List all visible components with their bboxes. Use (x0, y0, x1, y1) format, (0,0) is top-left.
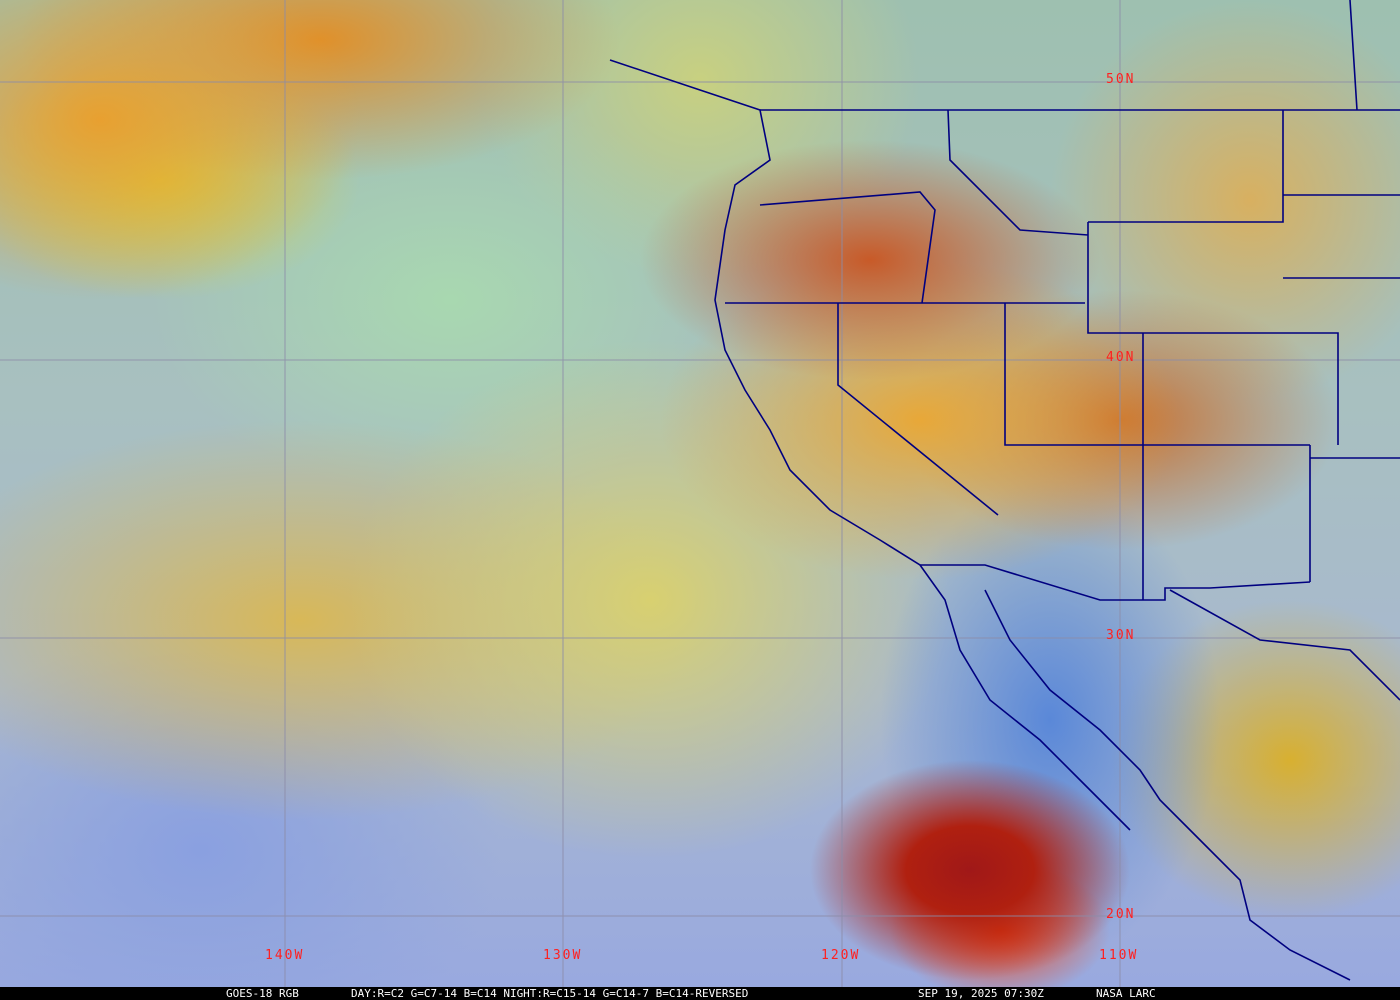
rgb-recipe: DAY:R=C2 G=C7-14 B=C14 NIGHT:R=C15-14 G=… (351, 987, 749, 1000)
longitude-label-120w: 120W (821, 948, 861, 963)
longitude-label-140w: 140W (265, 948, 305, 963)
us-mexico-border (920, 564, 1311, 601)
credit: NASA LARC (1096, 987, 1156, 1000)
latitude-label-20n: 20N (1106, 907, 1136, 922)
caption-bar: GOES-18 RGB DAY:R=C2 G=C7-14 B=C14 NIGHT… (0, 987, 1400, 1000)
timestamp: SEP 19, 2025 07:30Z (918, 987, 1044, 1000)
longitude-label-110w: 110W (1099, 948, 1139, 963)
state-borders (725, 0, 1400, 600)
latitude-label-40n: 40N (1106, 350, 1136, 365)
boundaries (609, 0, 1400, 981)
latitude-label-30n: 30N (1106, 628, 1136, 643)
latitude-label-50n: 50N (1106, 72, 1136, 87)
satellite-product: GOES-18 RGB (226, 987, 299, 1000)
coastline (609, 59, 1400, 981)
longitude-label-130w: 130W (543, 948, 583, 963)
